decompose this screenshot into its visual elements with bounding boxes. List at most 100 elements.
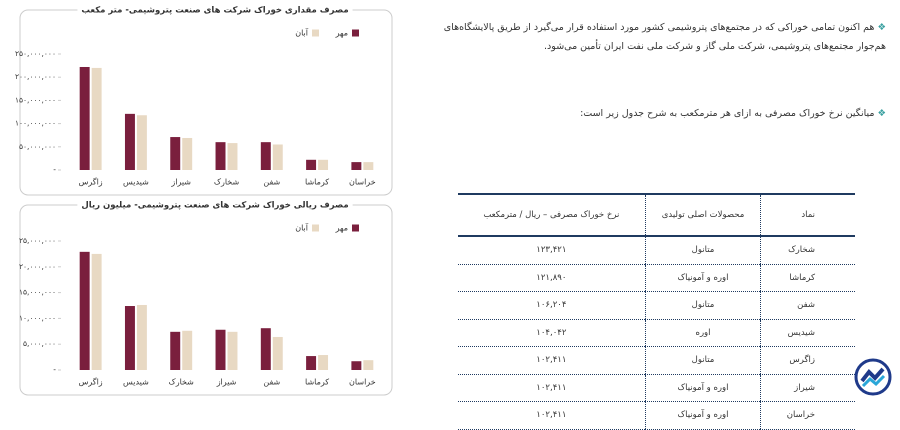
table-header: نماد محصولات اصلی تولیدی نرخ خوراک مصرفی –… <box>458 193 855 237</box>
logo <box>854 358 892 396</box>
legend-swatch <box>312 224 319 232</box>
paragraph: هم اکنون تمامی خوراکی که در مجتمع‌های پت… <box>426 18 886 56</box>
y-tick-label: ۵,۰۰۰,۰۰۰ <box>23 339 56 348</box>
header-cell: نماد <box>760 193 855 237</box>
table-cell: کرماشا <box>760 264 855 292</box>
table-cell: خراسان <box>760 401 855 430</box>
chart-frame <box>19 9 393 196</box>
table-cell: ۱۲۳,۴۲۱ <box>458 236 646 265</box>
table-row: شیدیس اوره ۱۰۴,۰۴۲ <box>458 319 855 347</box>
bar <box>306 356 317 370</box>
table-cell: شیراز <box>760 374 855 402</box>
x-tick-label: زاگرس <box>79 377 103 387</box>
bar <box>318 159 329 170</box>
legend-swatch <box>312 29 319 37</box>
table-cell: ۱۲۱,۸۹۰ <box>458 264 646 292</box>
title-backdrop <box>77 200 353 211</box>
legend-label: مهر <box>335 224 348 233</box>
bar <box>227 143 238 170</box>
bar <box>215 329 226 370</box>
x-tick-label: شخارک <box>214 178 240 187</box>
feed-rate-table: نماد محصولات اصلی تولیدی نرخ خوراک مصرفی –… <box>458 193 855 430</box>
table-cell: متانول <box>645 291 762 320</box>
table-body: شخارک متانول ۱۲۳,۴۲۱ کرماشا اوره و آمونیاک ۱۲… <box>458 236 855 430</box>
bar <box>272 144 283 170</box>
header-cell: محصولات اصلی تولیدی <box>645 193 762 237</box>
bar <box>136 304 147 370</box>
bar <box>363 360 374 370</box>
bar <box>351 361 362 370</box>
table-cell: متانول <box>645 346 762 375</box>
x-tick-label: شیدیس <box>123 178 149 187</box>
bar <box>227 331 238 370</box>
table-cell: ۱۰۶,۲۰۴ <box>458 291 646 320</box>
x-tick-label: شخارک <box>169 378 195 387</box>
bar <box>170 331 181 370</box>
bar <box>170 137 181 170</box>
legend-label: مهر <box>335 29 348 38</box>
bar <box>260 142 271 170</box>
table-row: شیراز اوره و آمونیاک ۱۰۲,۴۱۱ <box>458 374 855 402</box>
x-tick-label: خراسان <box>349 178 376 187</box>
y-tick-label: ۲۵,۰۰۰,۰۰۰ <box>19 236 56 245</box>
table-cell: شیدیس <box>760 319 855 347</box>
x-tick-label: شفن <box>263 378 280 387</box>
table-row: خراسان اوره و آمونیاک ۱۰۲,۴۱۱ <box>458 401 855 430</box>
bar <box>215 142 226 170</box>
legend-label: آبان <box>295 28 309 38</box>
table-cell: شفن <box>760 291 855 320</box>
chart-title: مصرف مقداری خوراک شرکت های صنعت پتروشیمی… <box>81 6 348 16</box>
table-cell: اوره و آمونیاک <box>645 264 762 292</box>
legend-swatch <box>352 29 359 37</box>
table-cell: ۱۰۲,۴۱۱ <box>458 374 646 402</box>
table-cell: اوره و آمونیاک <box>645 401 762 430</box>
bar <box>363 162 374 170</box>
x-tick-label: شیراز <box>170 178 191 187</box>
x-tick-label: خراسان <box>349 378 376 387</box>
y-tick-label: ۲۰۰,۰۰۰,۰۰۰ <box>15 72 56 81</box>
bar <box>351 162 362 170</box>
table-cell: شخارک <box>760 236 855 265</box>
bar <box>318 355 329 370</box>
legend-label: آبان <box>295 223 309 233</box>
charts: مصرف مقداری خوراک شرکت های صنعت پتروشیمی… <box>15 5 393 396</box>
table-row: کرماشا اوره و آمونیاک ۱۲۱,۸۹۰ <box>458 264 855 292</box>
y-tick-label: ۱۵,۰۰۰,۰۰۰ <box>19 288 56 297</box>
table-cell: اوره و آمونیاک <box>645 374 762 402</box>
x-tick-label: شیدیس <box>123 378 149 387</box>
table-row: شفن متانول ۱۰۶,۲۰۴ <box>458 291 855 320</box>
x-tick-label: شفن <box>263 178 280 187</box>
bar <box>124 113 135 170</box>
bar <box>124 306 135 370</box>
x-tick-label: شیراز <box>216 378 237 387</box>
x-tick-label: زاگرس <box>79 177 103 187</box>
table-row: شخارک متانول ۱۲۳,۴۲۱ <box>458 236 855 265</box>
y-tick-label: ۲۵۰,۰۰۰,۰۰۰ <box>15 49 56 58</box>
table-cell: متانول <box>645 236 762 265</box>
y-tick-label: - <box>53 165 56 174</box>
x-tick-label: کرماشا <box>305 178 329 187</box>
bar <box>260 328 271 370</box>
chart-title: مصرف ریالی خوراک شرکت های صنعت پتروشیمی-… <box>81 201 348 211</box>
header-cell: نرخ خوراک مصرفی – ریال / مترمکعب <box>458 193 646 237</box>
bar <box>306 159 317 170</box>
x-tick-label: کرماشا <box>305 378 329 387</box>
table-cell: ۱۰۴,۰۴۲ <box>458 319 646 347</box>
y-tick-label: ۱۵۰,۰۰۰,۰۰۰ <box>15 95 56 104</box>
title-backdrop <box>77 5 353 16</box>
table-row: زاگرس متانول ۱۰۲,۴۱۱ <box>458 346 855 375</box>
legend-swatch <box>352 224 359 232</box>
page: مصرف مقداری خوراک شرکت های صنعت پتروشیمی… <box>0 0 900 405</box>
bar <box>91 67 102 170</box>
y-tick-label: ۱۰,۰۰۰,۰۰۰ <box>19 313 56 322</box>
y-tick-label: ۱۰۰,۰۰۰,۰۰۰ <box>15 119 56 128</box>
table-cell: ۱۰۲,۴۱۱ <box>458 346 646 375</box>
table-cell: ۱۰۲,۴۱۱ <box>458 401 646 430</box>
y-tick-label: ۲۰,۰۰۰,۰۰۰ <box>19 262 56 271</box>
table-cell: زاگرس <box>760 346 855 375</box>
bar <box>79 251 90 370</box>
y-tick-label: ۵۰,۰۰۰,۰۰۰ <box>19 142 56 151</box>
bar <box>136 115 147 170</box>
y-tick-label: - <box>53 365 56 374</box>
paragraph: میانگین نرخ خوراک مصرفی به ازای هر مترمک… <box>426 104 886 123</box>
